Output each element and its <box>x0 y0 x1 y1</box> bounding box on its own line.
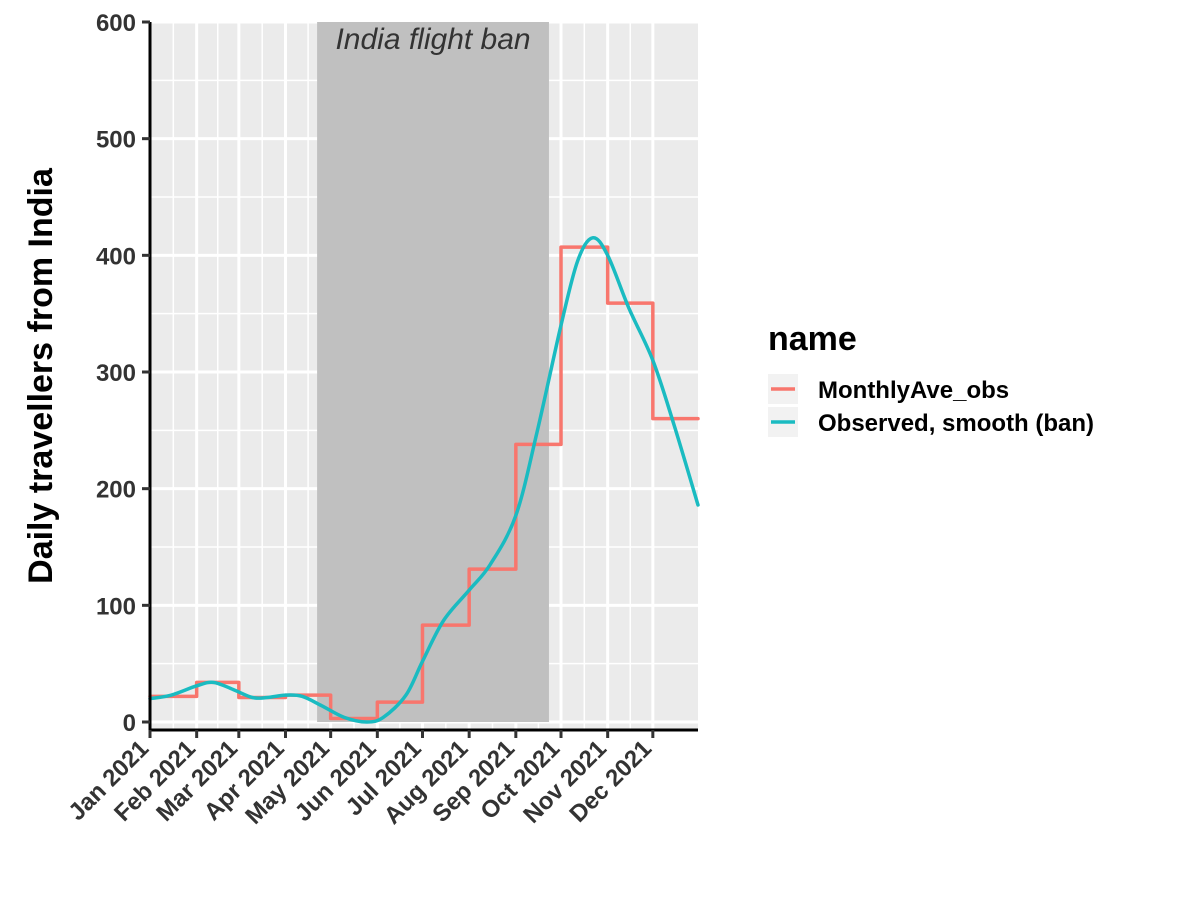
y-tick-label: 600 <box>96 10 136 37</box>
flight-ban-shaded-region <box>317 22 549 722</box>
y-tick-label: 100 <box>96 593 136 620</box>
legend-title: name <box>768 320 857 358</box>
legend-items: MonthlyAve_obs Observed, smooth (ban) <box>768 374 1094 437</box>
legend: name MonthlyAve_obs Observed, smooth (ban… <box>768 320 1094 437</box>
y-tick-label: 200 <box>96 477 136 504</box>
y-tick-label: 500 <box>96 127 136 154</box>
legend-label: Observed, smooth (ban) <box>818 410 1094 437</box>
y-axis-title: Daily travellers from India <box>22 167 60 584</box>
flight-ban-annotation: India flight ban <box>335 23 530 56</box>
series-layer <box>148 236 700 724</box>
legend-label: MonthlyAve_obs <box>818 377 1009 404</box>
annotation-layer: India flight ban <box>317 22 549 722</box>
y-tick-label: 0 <box>123 710 136 737</box>
y-ticks: 0 100 200 300 400 500 600 <box>96 10 150 737</box>
series-line-observed-smooth-ban <box>148 236 700 724</box>
y-tick-label: 300 <box>96 360 136 387</box>
y-tick-label: 400 <box>96 243 136 270</box>
